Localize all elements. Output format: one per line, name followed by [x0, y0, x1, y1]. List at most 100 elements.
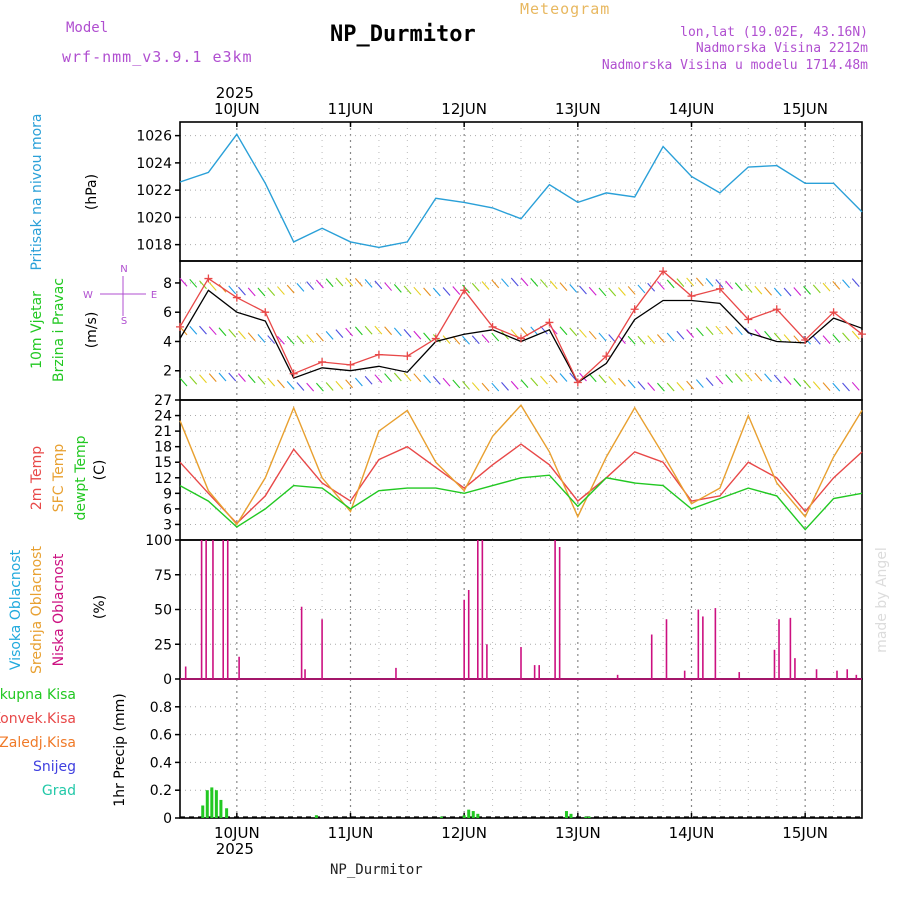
temp-sfc-axis-title: SFC Temp — [51, 444, 67, 513]
wind-barb — [452, 335, 461, 345]
pressure-axis-title: Pritisak na nivou mora — [29, 113, 45, 270]
y-tick-label: 27 — [154, 393, 172, 409]
wind-barb — [686, 277, 695, 287]
wind-axis-title-2: Brzina i Pravac — [51, 278, 67, 382]
wind-barb — [618, 287, 626, 296]
wind-barb — [277, 379, 285, 389]
year-label-bottom: 2025 — [216, 840, 254, 858]
wind-barb — [734, 326, 743, 336]
panel-frame-pressure — [179, 121, 863, 262]
wind-barb — [627, 335, 636, 345]
wind-barb — [695, 327, 704, 337]
wind-barb — [199, 325, 207, 335]
date-label-top: 14JUN — [669, 100, 715, 118]
wind-barb — [598, 332, 607, 342]
wind-barb — [364, 279, 373, 288]
wind-barb — [773, 332, 782, 342]
wind-barb — [208, 282, 217, 291]
wind-barb — [705, 278, 714, 287]
wind-barb — [559, 373, 568, 382]
y-tick-label: 21 — [154, 424, 172, 440]
wind-barb — [452, 286, 461, 295]
wind-barb — [510, 277, 519, 287]
wind-barb — [803, 379, 811, 389]
precip-bar — [569, 813, 573, 818]
date-label-bottom: 14JUN — [669, 824, 715, 842]
precip-bar — [205, 790, 209, 818]
y-tick-label: 2 — [163, 364, 172, 380]
wind-barb — [812, 381, 821, 390]
wind-barb — [725, 280, 734, 290]
wind-barb — [481, 334, 490, 343]
wind-barb — [618, 377, 626, 387]
wind-barb — [481, 281, 490, 290]
temp-dewpoint-axis-title: dewpt Temp — [73, 435, 89, 520]
wind-barb — [812, 284, 821, 294]
wind-barb — [608, 287, 617, 297]
wind-barb — [540, 375, 548, 385]
compass-west: W — [83, 290, 93, 301]
wind-barb — [842, 332, 850, 342]
precip-bar — [210, 787, 214, 818]
temp-unit: (C) — [92, 460, 108, 481]
precip-bar — [584, 816, 588, 818]
wind-barb — [793, 377, 802, 387]
wind-barb — [832, 382, 841, 392]
precip-bar — [314, 815, 318, 818]
wind-barb — [812, 335, 821, 345]
wind-barb — [598, 374, 607, 384]
wind-gust-marker — [744, 315, 753, 324]
precip-legend-item: Zaledj.Kisa — [0, 735, 76, 751]
wind-barb — [598, 287, 607, 297]
elevation-info: Nadmorska Visina 2212m — [695, 41, 868, 56]
date-label-bottom: 13JUN — [555, 824, 601, 842]
pressure-line — [179, 133, 863, 249]
wind-barb — [423, 287, 431, 297]
wind-barb — [335, 277, 344, 287]
compass-north: N — [120, 264, 127, 275]
wind-barb — [734, 373, 743, 382]
wind-barb — [257, 287, 266, 297]
wind-barb — [764, 373, 772, 383]
wind-barb — [510, 380, 519, 390]
wind-barb — [520, 277, 529, 287]
wind-barb — [257, 334, 266, 343]
wind-barb — [335, 380, 344, 390]
wind-barb — [501, 278, 509, 288]
date-label-top: 15JUN — [782, 100, 828, 118]
wind-gust-marker — [573, 378, 582, 387]
wind-barb — [238, 286, 246, 296]
wind-barb — [228, 328, 237, 338]
date-label-bottom: 10JUN — [214, 824, 260, 842]
wind-barb — [238, 330, 246, 340]
model-elevation-info: Nadmorska Visina u modelu 1714.48m — [601, 58, 868, 73]
wind-barb — [559, 326, 568, 336]
watermark: made by Angel — [874, 547, 890, 653]
wind-barb — [354, 377, 363, 387]
wind-barb — [267, 335, 276, 344]
wind-barb — [218, 327, 227, 337]
wind-barb — [793, 287, 802, 296]
wind-barb — [179, 377, 188, 387]
precip-bar — [462, 815, 466, 818]
wind-barb — [569, 327, 578, 337]
wind-barb — [286, 284, 295, 294]
wind-gust-marker — [517, 334, 525, 343]
wind-barb — [725, 325, 734, 335]
wind-gust-marker — [715, 284, 724, 293]
wind-gust-marker — [801, 336, 810, 345]
compass-rose-icon — [100, 276, 146, 316]
wind-barb — [374, 280, 383, 290]
wind-barb — [842, 382, 850, 392]
date-label-bottom: 15JUN — [782, 824, 828, 842]
precip-bar — [587, 816, 591, 818]
y-tick-label: 0 — [163, 811, 172, 827]
date-label-top: 13JUN — [555, 100, 601, 118]
cloud-unit: (%) — [92, 595, 108, 619]
wind-barb — [705, 377, 714, 387]
wind-barb — [686, 329, 695, 338]
wind-gust-marker — [232, 293, 241, 302]
wind-barb — [608, 376, 617, 385]
y-tick-label: 1024 — [136, 156, 172, 172]
wind-barb — [384, 373, 393, 382]
